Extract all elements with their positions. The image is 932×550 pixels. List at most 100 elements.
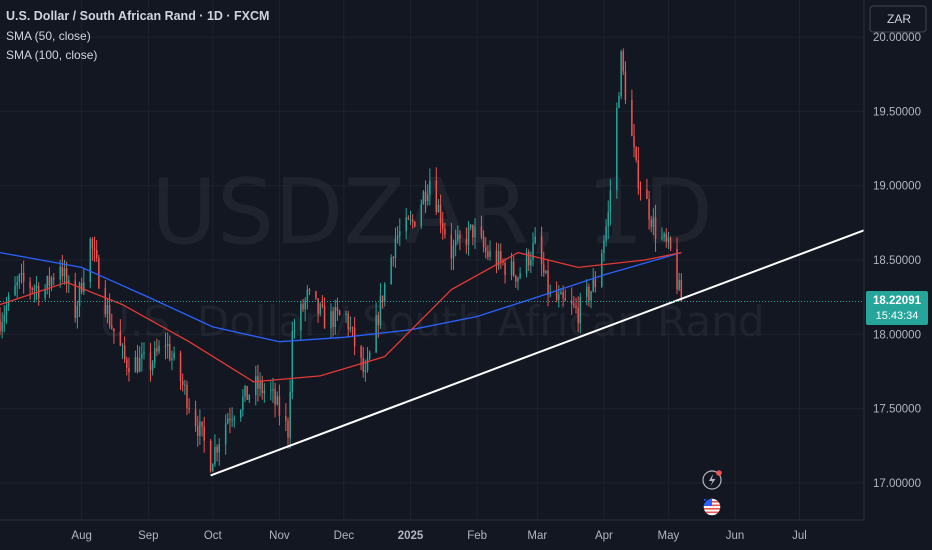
candle-body <box>441 223 444 229</box>
price-tick-label: 19.00000 <box>873 181 921 193</box>
candle-body <box>188 407 190 410</box>
candle-body <box>351 327 354 329</box>
indicator-sma50-label[interactable]: SMA (50, close) <box>6 29 91 43</box>
candle-body <box>156 348 158 352</box>
candle-body <box>603 240 605 254</box>
candle-body <box>285 416 287 421</box>
candle-body <box>29 281 31 289</box>
candle-body <box>158 345 160 352</box>
candle-body <box>173 352 175 359</box>
candle-body <box>293 330 296 332</box>
candle-body <box>573 303 575 306</box>
candle-body <box>639 188 642 190</box>
candle-body <box>111 325 113 329</box>
candle-body <box>637 160 640 189</box>
candle-body <box>588 286 590 301</box>
candle-body <box>33 288 36 290</box>
candle-body <box>555 291 558 300</box>
time-tick-label: Dec <box>334 530 355 542</box>
candle-body <box>607 212 609 227</box>
candle-body <box>517 277 519 282</box>
candle-body <box>123 345 126 360</box>
candle-body <box>76 306 79 318</box>
candle-body <box>605 226 607 241</box>
candle-body <box>676 248 678 290</box>
candle-body <box>52 277 55 280</box>
candle-body <box>308 289 311 291</box>
candle-body <box>274 389 276 405</box>
price-tick-label: 18.00000 <box>873 329 921 341</box>
candle-body <box>89 239 92 283</box>
candle-body <box>31 288 33 290</box>
candle-body <box>194 409 197 427</box>
candle-body <box>545 270 547 273</box>
candle-body <box>379 295 382 326</box>
candle-body <box>669 237 672 249</box>
time-tick-label: Mar <box>527 530 547 542</box>
candle-body <box>164 345 167 347</box>
candle-body <box>48 276 51 286</box>
candle-body <box>530 259 532 266</box>
candle-body <box>270 389 272 391</box>
candle-body <box>422 191 425 205</box>
candle-body <box>560 292 562 295</box>
candle-body <box>457 234 459 241</box>
candle-body <box>255 376 257 396</box>
candle-body <box>106 305 109 315</box>
indicator-sma100-label[interactable]: SMA (100, close) <box>6 48 97 62</box>
candle-body <box>347 313 349 330</box>
candle-body <box>95 250 98 259</box>
candle-body <box>601 253 603 287</box>
us-flag-icon[interactable] <box>702 497 722 517</box>
candle-body <box>362 357 364 372</box>
candle-body <box>315 290 317 299</box>
candle-body <box>646 189 648 199</box>
candle-body <box>227 418 229 424</box>
candle-body <box>330 311 332 329</box>
price-axis[interactable] <box>864 0 932 520</box>
time-tick-label: Jul <box>792 530 807 542</box>
candle-body <box>80 283 83 293</box>
watermark-symbol: USDZAR, 1D <box>151 160 713 265</box>
time-tick-label: Apr <box>595 530 613 542</box>
candle-body <box>259 381 261 389</box>
candle-body <box>46 276 49 290</box>
candle-body <box>426 194 429 202</box>
candle-body <box>345 313 347 316</box>
currency-button-label: ZAR <box>887 12 911 26</box>
candle-body <box>594 279 597 287</box>
candle-body <box>564 298 567 301</box>
candle-body <box>287 420 289 438</box>
time-tick-label: Aug <box>71 530 91 542</box>
candle-body <box>59 266 61 280</box>
candle-body <box>678 280 680 290</box>
candle-body <box>368 352 371 359</box>
candle-body <box>203 426 205 441</box>
trend-line[interactable] <box>210 229 865 477</box>
sma50-line <box>0 251 682 383</box>
candle-body <box>515 275 517 282</box>
candle-body <box>317 298 319 314</box>
candle-body <box>579 296 582 324</box>
candle-body <box>16 282 18 286</box>
candle-body <box>332 311 334 328</box>
price-axis-ticks: 20.00000 19.50000 19.00000 18.50000 18.00000… <box>873 32 921 490</box>
currency-button[interactable]: ZAR <box>869 5 927 33</box>
candle-body <box>242 396 244 411</box>
price-tag-countdown: 15:43:34 <box>876 310 919 322</box>
candle-body <box>1 322 3 332</box>
candle-body <box>353 327 356 347</box>
lightning-alert-icon[interactable] <box>702 470 722 490</box>
candle-body <box>91 239 94 249</box>
candle-body <box>429 180 431 195</box>
time-tick-label: May <box>658 530 680 542</box>
candle-body <box>650 219 652 227</box>
candle-body <box>319 304 321 314</box>
candle-body <box>590 291 592 301</box>
candle-body <box>420 204 423 227</box>
candle-body <box>394 238 397 259</box>
candle-body <box>306 289 309 301</box>
candles <box>0 48 683 473</box>
